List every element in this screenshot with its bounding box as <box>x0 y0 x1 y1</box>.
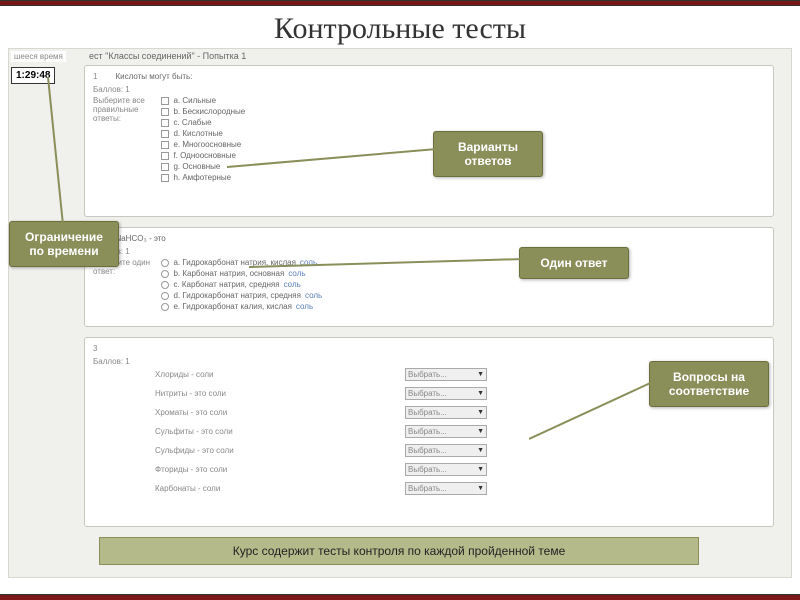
q1-opt-a[interactable]: a. Сильные <box>161 96 245 105</box>
callout-answer-options: Варианты ответов <box>433 131 543 177</box>
select-2[interactable]: Выбрать...▼ <box>405 387 487 400</box>
checkbox-icon[interactable] <box>161 130 169 138</box>
chevron-down-icon: ▼ <box>477 371 484 378</box>
checkbox-icon[interactable] <box>161 108 169 116</box>
q2-options: a. Гидрокарбонат натрия, кислая соль b. … <box>161 258 322 313</box>
question-panel-2: 2 NaHCO₃ - это Баллов: 1 Выберите один о… <box>84 227 774 327</box>
q2-opt-d[interactable]: d. Гидрокарбонат натрия, средняя соль <box>161 291 322 300</box>
q1-opt-c[interactable]: c. Слабые <box>161 118 245 127</box>
q1-opt-g[interactable]: g. Основные <box>161 162 245 171</box>
bottom-note: Курс содержит тесты контроля по каждой п… <box>99 537 699 565</box>
test-title: ест "Классы соединений" - Попытка 1 <box>89 51 246 61</box>
chevron-down-icon: ▼ <box>477 485 484 492</box>
pointer-line-icon <box>43 77 83 225</box>
chevron-down-icon: ▼ <box>477 466 484 473</box>
q1-opt-b[interactable]: b. Бескислородные <box>161 107 245 116</box>
q1-text: Кислоты могут быть: <box>115 72 192 81</box>
radio-icon[interactable] <box>161 281 169 289</box>
checkbox-icon[interactable] <box>161 163 169 171</box>
callout-matching: Вопросы на соответствие <box>649 361 769 407</box>
timer-display: 1:29:48 <box>11 67 55 84</box>
chevron-down-icon: ▼ <box>477 409 484 416</box>
q2-score: Баллов: 1 <box>93 247 765 256</box>
slide-title: Контрольные тесты <box>0 6 800 48</box>
q1-instruction: Выберите все правильные ответы: <box>93 96 153 123</box>
match-row-7: Карбонаты - солиВыбрать...▼ <box>155 482 765 495</box>
radio-icon[interactable] <box>161 292 169 300</box>
match-row-5: Сульфиды - это солиВыбрать...▼ <box>155 444 765 457</box>
q1-opt-d[interactable]: d. Кислотные <box>161 129 245 138</box>
match-row-6: Фториды - это солиВыбрать...▼ <box>155 463 765 476</box>
q1-score: Баллов: 1 <box>93 85 765 94</box>
select-4[interactable]: Выбрать...▼ <box>405 425 487 438</box>
q2-opt-e[interactable]: e. Гидрокарбонат калия, кислая соль <box>161 302 322 311</box>
q1-opt-e[interactable]: e. Многоосновные <box>161 140 245 149</box>
radio-icon[interactable] <box>161 303 169 311</box>
q2-text: NaHCO₃ - это <box>115 234 165 243</box>
q2-opt-c[interactable]: c. Карбонат натрия, средняя соль <box>161 280 322 289</box>
chevron-down-icon: ▼ <box>477 390 484 397</box>
bottom-accent-bar <box>0 594 800 600</box>
q2-opt-a[interactable]: a. Гидрокарбонат натрия, кислая соль <box>161 258 322 267</box>
checkbox-icon[interactable] <box>161 97 169 105</box>
radio-icon[interactable] <box>161 270 169 278</box>
checkbox-icon[interactable] <box>161 174 169 182</box>
question-panel-1: 1 Кислоты могут быть: Баллов: 1 Выберите… <box>84 65 774 217</box>
select-3[interactable]: Выбрать...▼ <box>405 406 487 419</box>
checkbox-icon[interactable] <box>161 119 169 127</box>
q1-opt-h[interactable]: h. Амфотерные <box>161 173 245 182</box>
callout-time-limit: Ограничение по времени <box>9 221 119 267</box>
select-6[interactable]: Выбрать...▼ <box>405 463 487 476</box>
chevron-down-icon: ▼ <box>477 447 484 454</box>
q1-options: a. Сильные b. Бескислородные c. Слабые d… <box>161 96 245 184</box>
match-row-4: Сульфиты - это солиВыбрать...▼ <box>155 425 765 438</box>
select-5[interactable]: Выбрать...▼ <box>405 444 487 457</box>
q1-num: 1 <box>93 72 97 81</box>
corner-fragment: шееся время <box>11 51 66 62</box>
content-area: шееся время ест "Классы соединений" - По… <box>8 48 792 578</box>
checkbox-icon[interactable] <box>161 152 169 160</box>
match-row-3: Хроматы - это солиВыбрать...▼ <box>155 406 765 419</box>
radio-icon[interactable] <box>161 259 169 267</box>
chevron-down-icon: ▼ <box>477 428 484 435</box>
select-1[interactable]: Выбрать...▼ <box>405 368 487 381</box>
checkbox-icon[interactable] <box>161 141 169 149</box>
q2-opt-b[interactable]: b. Карбонат натрия, основная соль <box>161 269 322 278</box>
q1-opt-f[interactable]: f. Одноосновные <box>161 151 245 160</box>
q3-num: 3 <box>93 344 97 353</box>
callout-one-answer: Один ответ <box>519 247 629 279</box>
select-7[interactable]: Выбрать...▼ <box>405 482 487 495</box>
